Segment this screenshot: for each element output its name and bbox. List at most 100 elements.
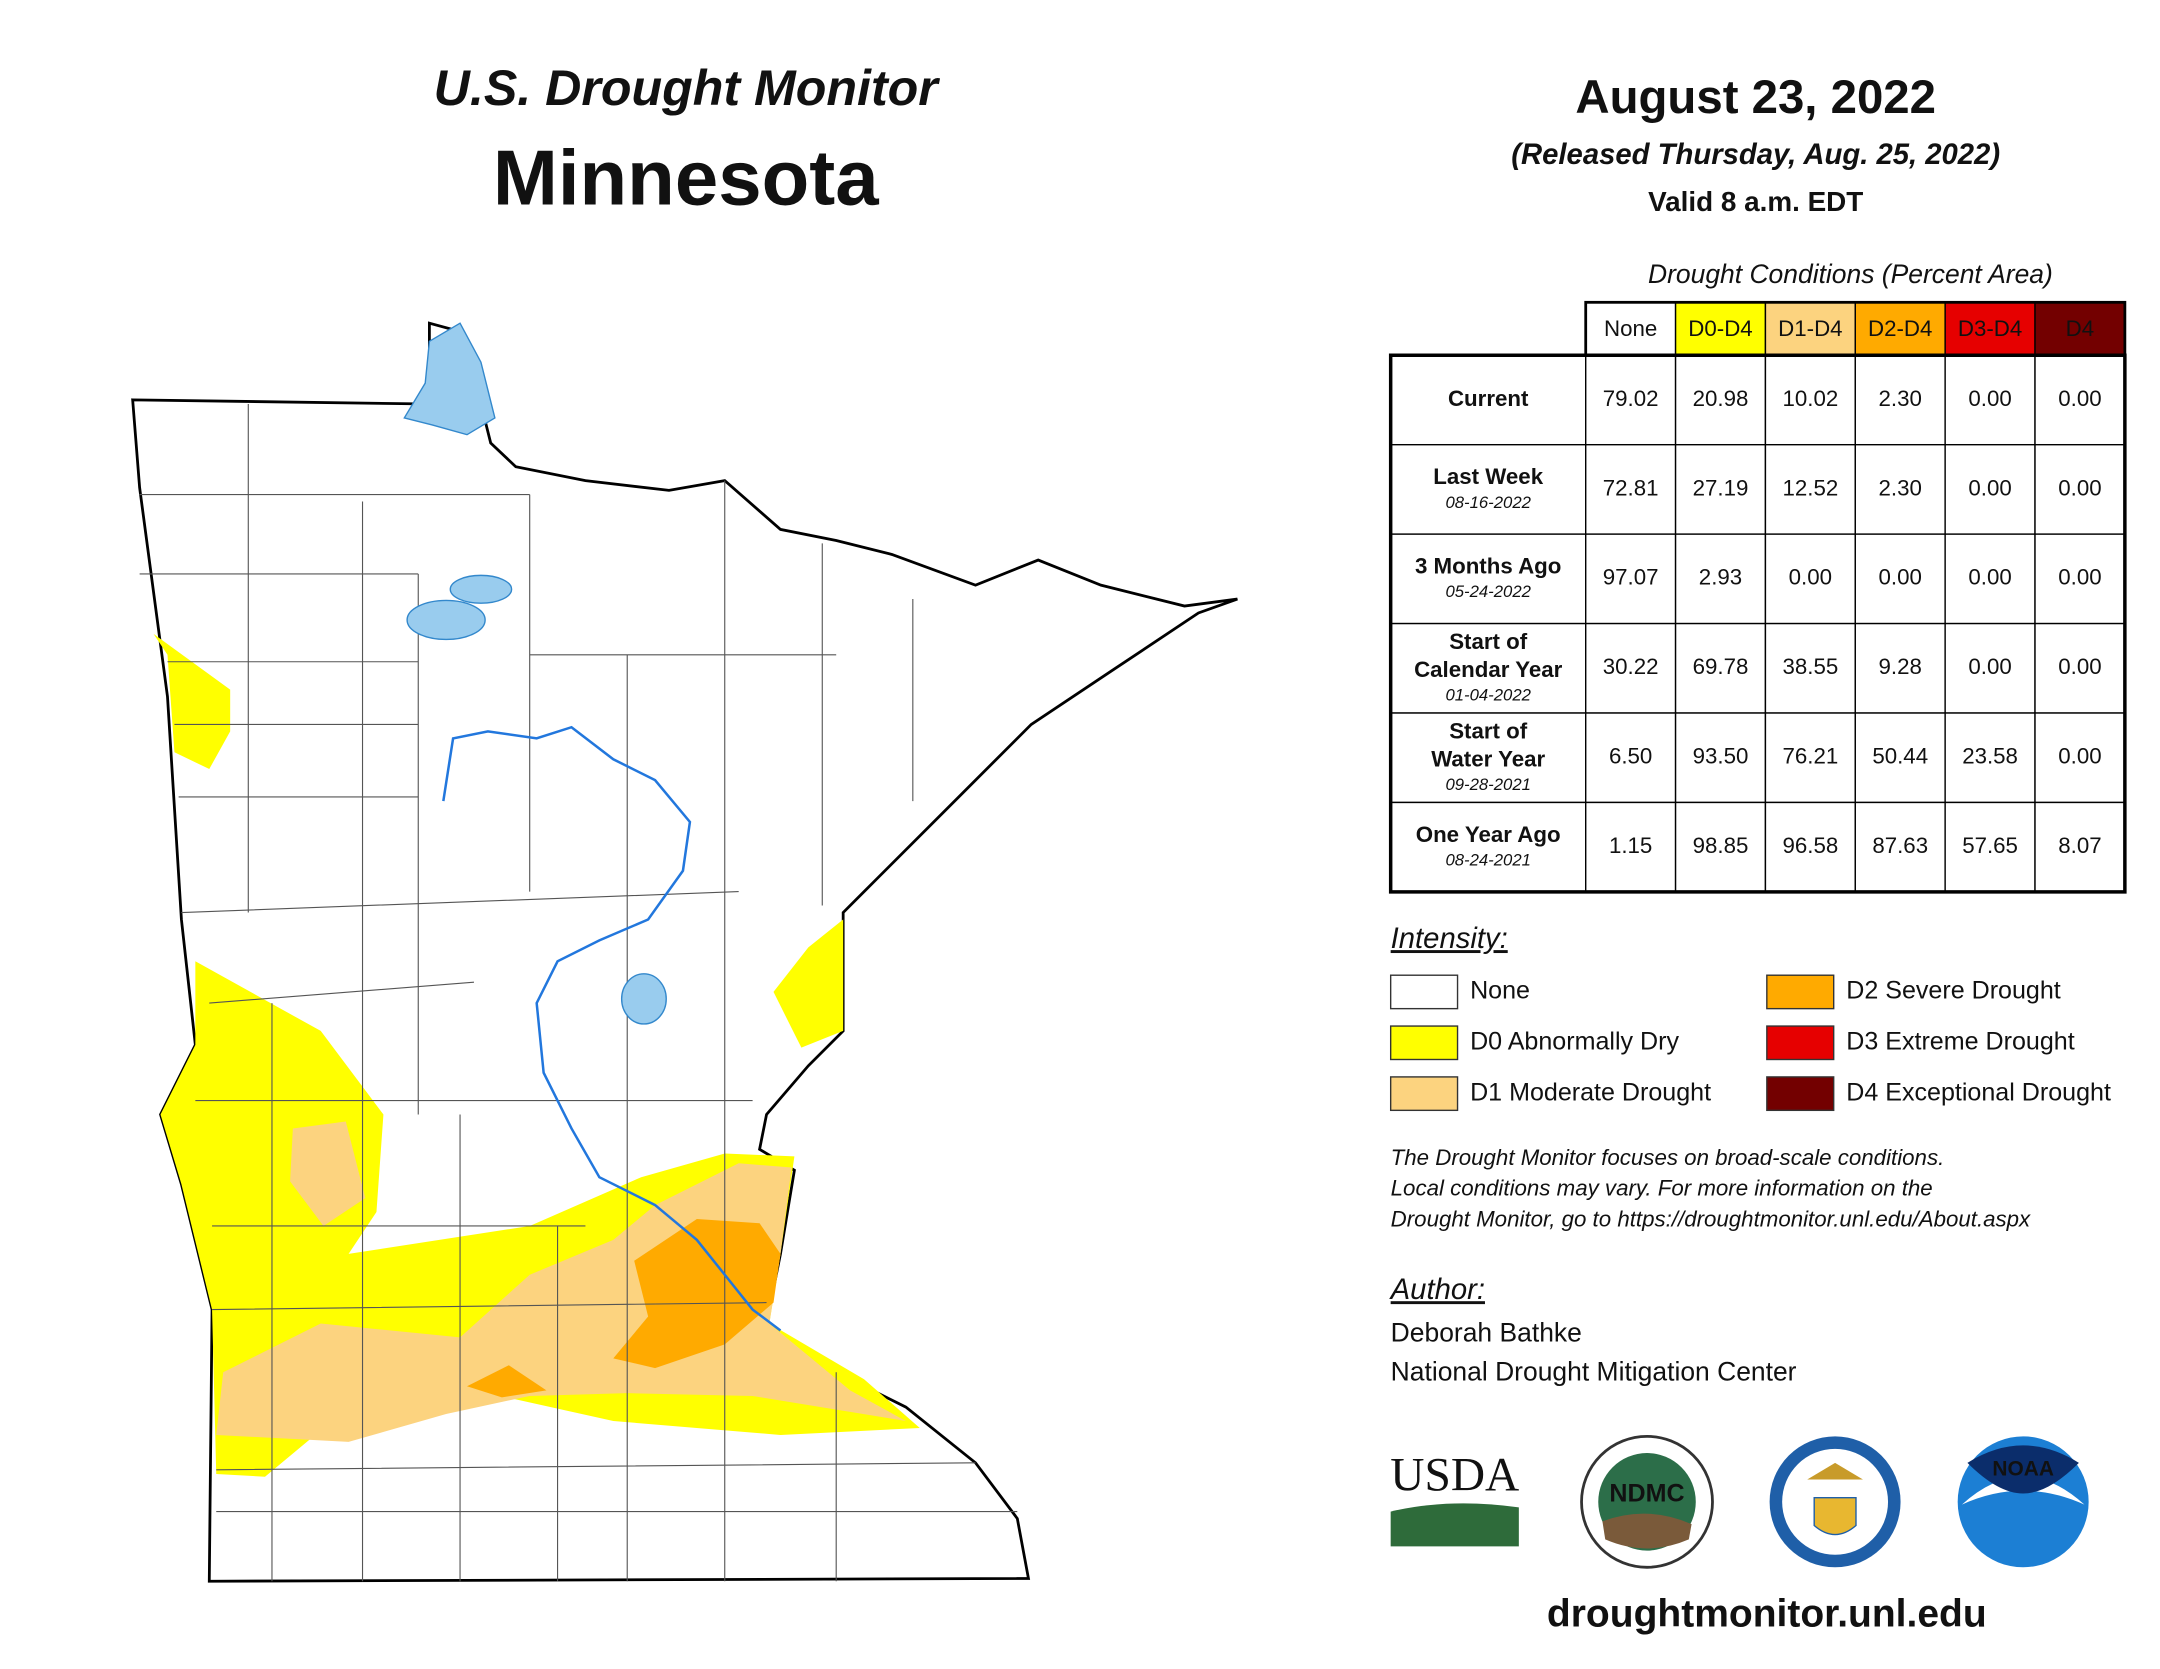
value-cell [1585, 354, 1677, 446]
cell-value: 0.00 [2058, 386, 2101, 411]
row-label-cell [1389, 533, 1587, 625]
legend-label: D4 Exceptional Drought [1846, 1078, 2111, 1106]
row-date: 09-28-2021 [1445, 775, 1530, 794]
state-map [131, 321, 1238, 1583]
cell-value: 30.22 [1603, 654, 1659, 679]
map-date: August 23, 2022 [1575, 71, 1936, 124]
table-caption: Drought Conditions (Percent Area) [1648, 259, 2053, 289]
row-label: One Year Ago [1416, 822, 1561, 847]
d0-area [153, 633, 231, 770]
cell-value: 2.93 [1699, 565, 1742, 590]
row-label: Water Year [1431, 746, 1545, 771]
legend-title: Intensity: [1391, 923, 1508, 955]
value-cell [1585, 443, 1677, 535]
column-header: D3-D4 [1958, 316, 2022, 341]
row-date: 08-24-2021 [1445, 851, 1530, 870]
row-label: Current [1448, 386, 1529, 411]
value-cell [2034, 533, 2126, 625]
value-cell [1585, 533, 1677, 625]
legend-swatch [1766, 1076, 1835, 1112]
legend-label: D3 Extreme Drought [1846, 1027, 2074, 1055]
logo-text: NOAA [1992, 1457, 2053, 1480]
county-lines [139, 404, 1018, 1582]
ndmc-logo: NDMC [1580, 1434, 1714, 1569]
row-date: 08-16-2022 [1445, 493, 1531, 512]
cell-value: 87.63 [1872, 833, 1928, 858]
d0-area [773, 919, 844, 1048]
legend-swatch [1389, 1076, 1459, 1112]
cell-value: 2.30 [1879, 475, 1922, 500]
logo-top [1967, 1445, 2079, 1494]
cell-value: 0.00 [1968, 475, 2011, 500]
value-cell [1674, 622, 1767, 714]
header-cell [1674, 301, 1767, 356]
value-cell [1854, 354, 1946, 446]
legend-label: D0 Abnormally Dry [1470, 1027, 1679, 1055]
header-border [1584, 300, 2127, 357]
commerce-logo [1769, 1436, 1901, 1568]
value-cell [1854, 622, 1946, 714]
logo-text: USDA [1390, 1449, 1519, 1501]
row-label-cell [1389, 801, 1587, 893]
column-header: D1-D4 [1778, 316, 1842, 341]
row-label-cell [1389, 712, 1587, 804]
logo-shape [1602, 1513, 1692, 1549]
valid-time: Valid 8 a.m. EDT [1648, 186, 1863, 217]
row-label: Calendar Year [1414, 657, 1563, 682]
column-header: D0-D4 [1688, 316, 1752, 341]
cell-value: 98.85 [1693, 833, 1749, 858]
cell-value: 69.78 [1693, 654, 1749, 679]
cell-value: 38.55 [1782, 654, 1838, 679]
author-organization: National Drought Mitigation Center [1391, 1357, 1797, 1387]
note-line: The Drought Monitor focuses on broad-sca… [1391, 1145, 1945, 1170]
cell-value: 0.00 [2058, 654, 2101, 679]
column-header: D2-D4 [1868, 316, 1932, 341]
row-label-cell [1389, 443, 1587, 535]
lake [403, 322, 496, 436]
value-cell [2034, 622, 2126, 714]
value-cell [1674, 533, 1767, 625]
logo-eagle [1807, 1462, 1863, 1480]
value-cell [1944, 533, 2036, 625]
value-cell [1764, 533, 1856, 625]
value-cell [1674, 443, 1767, 535]
cell-value: 12.52 [1782, 475, 1838, 500]
legend-swatch [1389, 1025, 1459, 1061]
d2-area [613, 1219, 781, 1369]
author-heading: Author: [1389, 1274, 1485, 1306]
d1-area [290, 1121, 366, 1226]
row-label: Start of [1449, 629, 1528, 654]
logo-shield [1813, 1496, 1857, 1536]
value-cell [1585, 712, 1677, 804]
legend-swatch [1766, 974, 1835, 1010]
row-label: 3 Months Ago [1415, 554, 1561, 579]
cell-value: 0.00 [1968, 386, 2011, 411]
value-cell [1764, 354, 1856, 446]
cell-value: 2.30 [1879, 386, 1922, 411]
state-name: Minnesota [493, 134, 879, 222]
legend-label: None [1470, 977, 1530, 1005]
lake [620, 973, 667, 1025]
release-date: (Released Thursday, Aug. 25, 2022) [1511, 139, 2000, 171]
cell-value: 0.00 [2058, 565, 2101, 590]
cell-value: 23.58 [1962, 744, 2018, 769]
title: U.S. Drought Monitor [434, 60, 941, 116]
lake [406, 599, 486, 641]
logo-shape [1390, 1503, 1519, 1547]
legend-swatch [1766, 1025, 1835, 1061]
cell-value: 0.00 [2058, 475, 2101, 500]
cell-value: 57.65 [1962, 833, 2018, 858]
cell-value: 0.00 [1968, 565, 2011, 590]
noaa-logo: NOAA [1957, 1436, 2089, 1568]
value-cell [1585, 622, 1677, 714]
cell-value: 6.50 [1609, 744, 1652, 769]
usda-logo: USDA [1390, 1449, 1519, 1547]
d2-area [467, 1365, 547, 1398]
row-label: Start of [1449, 719, 1528, 744]
cell-value: 96.58 [1782, 833, 1838, 858]
cell-value: 20.98 [1693, 386, 1749, 411]
legend-swatch [1389, 974, 1459, 1010]
value-cell [1674, 354, 1767, 446]
author-name: Deborah Bathke [1391, 1318, 1582, 1348]
